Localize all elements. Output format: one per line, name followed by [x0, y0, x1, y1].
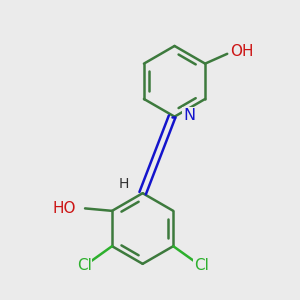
Text: N: N — [183, 108, 195, 123]
Text: OH: OH — [230, 44, 253, 59]
Text: Cl: Cl — [194, 258, 208, 273]
Text: Cl: Cl — [76, 258, 92, 273]
Text: H: H — [119, 177, 129, 191]
Text: HO: HO — [53, 201, 76, 216]
